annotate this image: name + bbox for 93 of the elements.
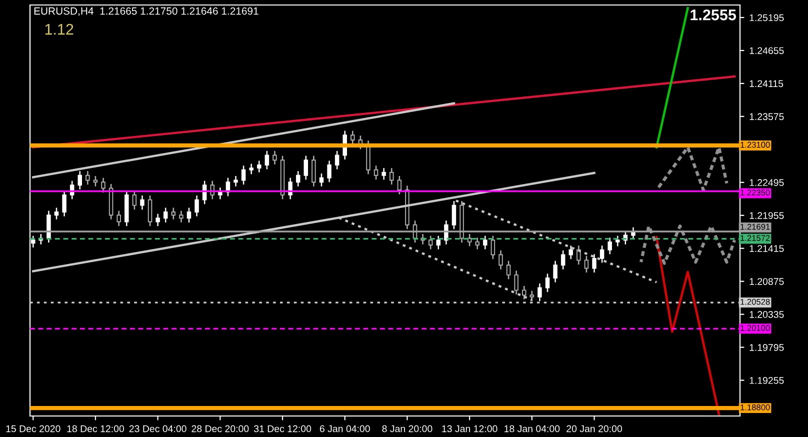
ref-line-label: 1.20528 (740, 298, 770, 305)
candlestick (475, 237, 480, 250)
candlestick (304, 155, 308, 180)
candlestick (93, 175, 98, 187)
y-tick-label: 1.24115 (750, 80, 784, 88)
candlestick (163, 207, 168, 224)
candlestick (62, 190, 66, 217)
candlestick (616, 235, 620, 247)
candlestick (436, 235, 441, 250)
candlestick (390, 167, 394, 186)
candlestick (560, 250, 566, 270)
x-tick-label: 18 Dec 12:00 (67, 425, 124, 432)
candlestick (452, 200, 456, 230)
candlestick (397, 175, 402, 195)
candlestick (241, 164, 246, 186)
candlestick (576, 244, 581, 266)
x-tick-label: 31 Dec 12:00 (254, 425, 312, 432)
y-tick-label: 1.21415 (750, 245, 784, 252)
candlestick (257, 160, 262, 173)
candlestick (140, 194, 144, 210)
candlestick (296, 170, 300, 187)
candlestick (327, 160, 332, 183)
candlestick (467, 233, 472, 247)
candlestick (132, 190, 137, 210)
annotation: 1.2555 (690, 10, 736, 20)
y-tick-label: 1.20875 (750, 278, 784, 285)
y-tick-label: 1.19255 (750, 377, 784, 384)
candlestick (272, 150, 277, 166)
candlestick (584, 255, 589, 274)
candlestick (156, 213, 160, 227)
candlestick (498, 250, 503, 270)
candlestick (553, 260, 558, 283)
candlestick (374, 164, 378, 180)
candlestick (522, 285, 526, 300)
candlestick (568, 244, 573, 260)
candlestick (210, 180, 214, 200)
candlestick (46, 210, 51, 244)
x-tick-label: 6 Jan 04:00 (320, 425, 370, 432)
x-tick-label: 15 Dec 2020 (6, 425, 60, 432)
candlestick (514, 270, 518, 296)
candlestick (545, 273, 550, 293)
x-tick-label: 8 Jan 20:00 (382, 425, 432, 432)
candlestick (148, 194, 152, 227)
candlestick (608, 237, 612, 255)
candlestick (592, 254, 596, 274)
ref-line-label: 1.22350 (740, 190, 770, 196)
candlestick (78, 170, 82, 190)
y-tick-label: 1.22495 (750, 179, 784, 186)
candlestick (186, 207, 192, 224)
y-tick-label: 1.23575 (750, 113, 784, 120)
candlestick (334, 150, 340, 170)
candlestick (600, 244, 604, 264)
candlestick (116, 210, 121, 227)
candlestick (490, 235, 496, 260)
ref-line-label: 1.21572 (740, 235, 770, 242)
x-tick-label: 23 Dec 04:00 (129, 425, 186, 432)
candlestick (506, 260, 511, 280)
x-tick-label: 20 Jan 20:00 (566, 425, 622, 432)
y-tick-label: 1.21955 (750, 212, 784, 220)
y-tick-label: 1.25195 (750, 14, 784, 22)
candlestick (194, 194, 199, 217)
candlestick (101, 177, 106, 194)
candlestick (350, 130, 355, 145)
candlestick (54, 207, 59, 220)
ref-line-label: 1.20100 (740, 325, 770, 331)
candlestick (171, 207, 176, 220)
candlestick (288, 177, 292, 200)
candlestick (382, 167, 386, 180)
candlestick (86, 170, 90, 186)
y-tick-label: 1.24655 (750, 47, 784, 54)
candlestick (538, 282, 542, 302)
candlestick (483, 235, 488, 250)
candlestick (249, 163, 254, 175)
candlestick (530, 290, 534, 302)
candlestick (319, 172, 324, 187)
ref-line-label: 1.18800 (740, 404, 770, 410)
x-tick-label: 28 Dec 20:00 (192, 425, 249, 432)
candlestick (234, 175, 238, 187)
y-tick-label: 1.20335 (750, 311, 784, 318)
ref-line-label: 1.23100 (740, 142, 770, 148)
ref-line-label: 1.21691 (740, 224, 770, 230)
line-series (639, 224, 736, 265)
y-tick-label: 1.19795 (750, 344, 784, 351)
candlestick (312, 155, 316, 187)
line-series (656, 236, 720, 416)
chart-title: EURUSD,H4 1.21665 1.21750 1.21646 1.21691 (34, 7, 258, 16)
x-tick-label: 18 Jan 04:00 (504, 425, 560, 432)
candlestick (428, 235, 433, 250)
annotation: 1.12 (45, 24, 74, 35)
candlestick (264, 150, 270, 170)
candlestick (218, 186, 222, 200)
x-tick-label: 13 Jan 12:00 (442, 425, 498, 432)
candlestick (179, 210, 184, 224)
